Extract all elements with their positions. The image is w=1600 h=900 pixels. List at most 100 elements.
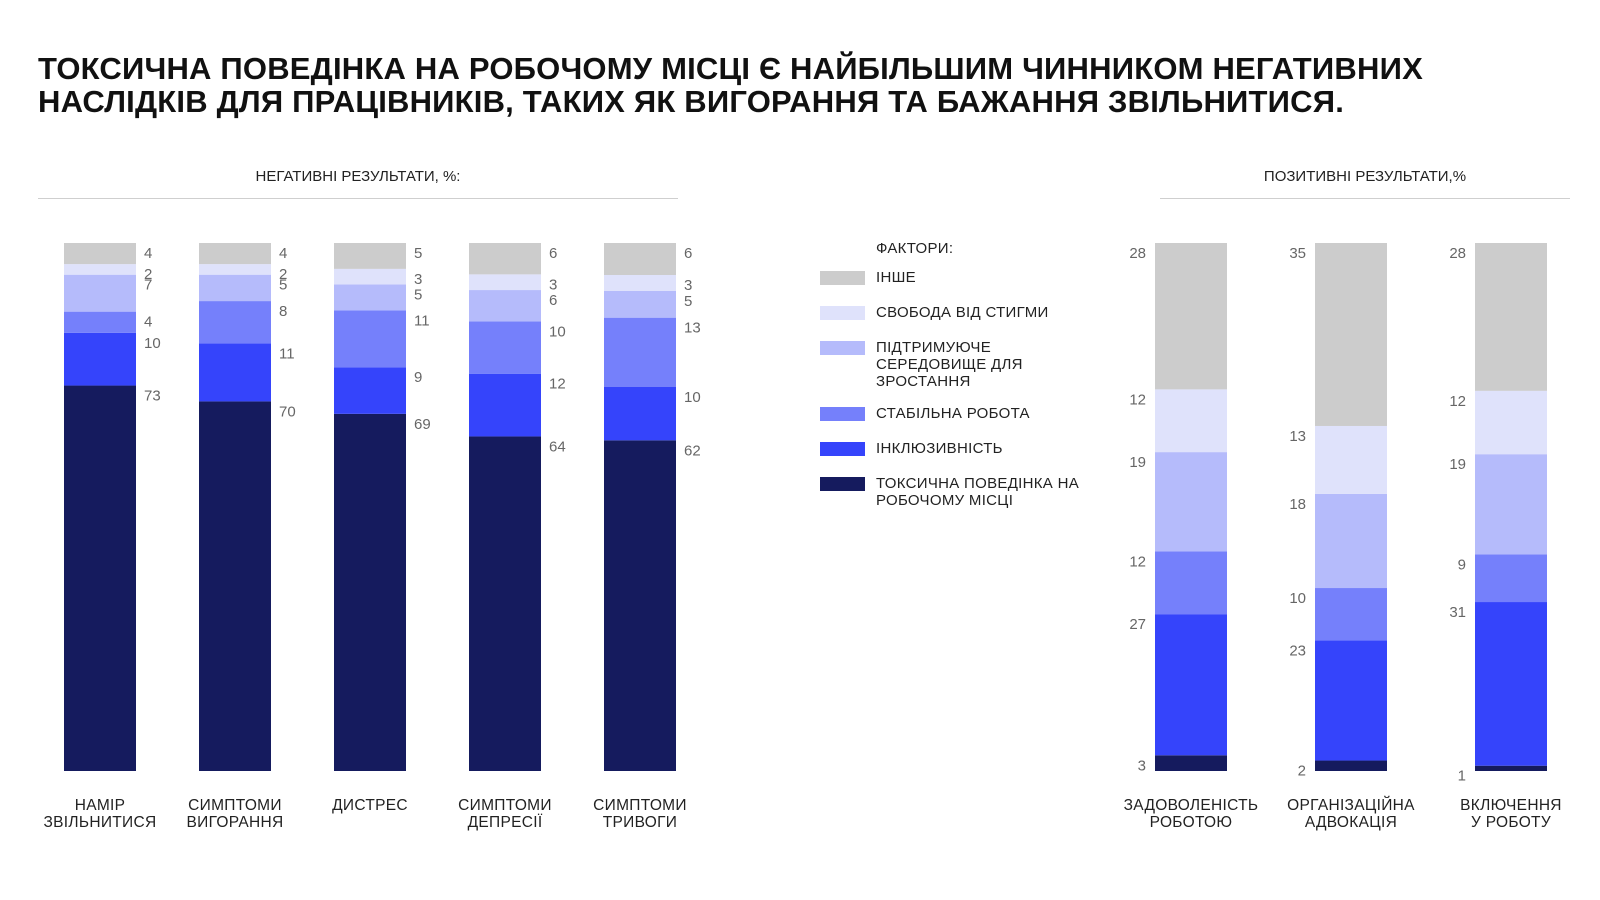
legend-item-stable-job: СТАБІЛЬНА РОБОТА — [820, 405, 1080, 425]
bar-segment — [334, 413, 406, 771]
bar-value-label: 28 — [1129, 245, 1146, 262]
category-label-line: ВИГОРАННЯ — [187, 814, 284, 831]
bar-segment — [199, 274, 271, 302]
legend-label-other: ІНШЕ — [876, 269, 916, 286]
legend-title: ФАКТОРИ: — [876, 240, 954, 257]
bar-segment — [334, 268, 406, 285]
bar-segment — [334, 284, 406, 311]
bar-value-label: 3 — [1138, 757, 1146, 774]
bar-segment — [1475, 554, 1547, 603]
bar-segment — [1475, 765, 1547, 771]
legend-item-supportive-environment: ПІДТРИМУЮЧЕ СЕРЕДОВИЩЕ ДЛЯ ЗРОСТАННЯ — [820, 339, 1080, 390]
bar-value-label: 8 — [279, 303, 287, 320]
bar-value-label: 3 — [549, 276, 557, 293]
category-label-line: АДВОКАЦІЯ — [1305, 814, 1397, 831]
bar-segment — [1475, 602, 1547, 766]
category-label: ЗАДОВОЛЕНІСТЬ РОБОТОЮ — [1124, 797, 1259, 831]
bar-value-label: 2 — [279, 266, 287, 283]
bar-segment — [199, 343, 271, 402]
category-label: НАМІР ЗВІЛЬНИТИСЯ — [44, 797, 157, 831]
bar-value-label: 64 — [549, 438, 566, 455]
legend-swatch-stable-job — [820, 407, 865, 421]
legend-item-freedom-from-stigma: СВОБОДА ВІД СТИГМИ — [820, 304, 1080, 324]
bar-value-label: 11 — [414, 312, 430, 329]
bar-segment — [64, 332, 136, 386]
bar-segment — [1155, 389, 1227, 453]
positive-results-divider — [1160, 198, 1570, 199]
page-title: ТОКСИЧНА ПОВЕДІНКА НА РОБОЧОМУ МІСЦІ Є Н… — [38, 51, 1423, 119]
bar-segment — [1155, 452, 1227, 552]
bar-value-label: 4 — [144, 314, 152, 331]
bar-value-label: 23 — [1289, 642, 1306, 659]
bar-value-label: 10 — [1289, 590, 1306, 607]
bar-value-label: 12 — [1449, 393, 1466, 410]
bar-segment — [469, 243, 541, 275]
bar-segment — [1155, 755, 1227, 771]
bar-segment — [64, 311, 136, 333]
legend-swatch-supportive-environment — [820, 341, 865, 355]
bar-value-label: 19 — [1449, 456, 1466, 473]
legend-label-stable-job: СТАБІЛЬНА РОБОТА — [876, 405, 1030, 422]
bar-value-label: 10 — [144, 335, 161, 352]
legend-label-toxic-behavior: ТОКСИЧНА ПОВЕДІНКА НА РОБОЧОМУ МІСЦІ — [876, 475, 1080, 509]
bar-value-label: 10 — [684, 389, 701, 406]
category-label-line: ВКЛЮЧЕННЯ — [1460, 797, 1562, 814]
bar-segment — [1475, 454, 1547, 555]
negative-results-heading: НЕГАТИВНІ РЕЗУЛЬТАТИ, %: — [255, 168, 461, 185]
bar-value-label: 6 — [549, 245, 557, 262]
bar-value-label: 9 — [414, 369, 422, 386]
legend: ФАКТОРИ: ІНШЕ СВОБОДА ВІД СТИГМИ ПІДТРИМ… — [820, 240, 1080, 524]
bar-value-label: 5 — [279, 277, 287, 294]
bar-value-label: 12 — [549, 376, 566, 393]
bar-value-label: 28 — [1449, 245, 1466, 262]
bar-value-label: 10 — [549, 323, 566, 340]
bar-segment — [199, 264, 271, 275]
legend-label-inclusiveness: ІНКЛЮЗИВНІСТЬ — [876, 440, 1003, 457]
bar-segment — [604, 291, 676, 318]
bar-value-label: 12 — [1129, 553, 1146, 570]
bar-segment — [604, 387, 676, 441]
bar-segment — [64, 264, 136, 275]
category-label-line: ЗВІЛЬНИТИСЯ — [44, 814, 157, 831]
legend-item-toxic-behavior: ТОКСИЧНА ПОВЕДІНКА НА РОБОЧОМУ МІСЦІ — [820, 475, 1080, 509]
bar-value-label: 62 — [684, 442, 701, 459]
bar-segment — [469, 274, 541, 291]
bar-segment — [199, 401, 271, 771]
legend-swatch-toxic-behavior — [820, 477, 865, 491]
legend-swatch-inclusiveness — [820, 442, 865, 456]
category-label-line: ТРИВОГИ — [603, 814, 677, 831]
bar-value-label: 27 — [1129, 616, 1146, 633]
category-label-line: СИМПТОМИ — [593, 797, 687, 814]
category-label: ОРГАНІЗАЦІЙНА АДВОКАЦІЯ — [1287, 796, 1415, 831]
category-label: ВКЛЮЧЕННЯ У РОБОТУ — [1460, 797, 1562, 831]
category-label-line: ДЕПРЕСІЇ — [468, 814, 543, 831]
category-label-line: ЗАДОВОЛЕНІСТЬ — [1124, 797, 1259, 814]
bar-value-label: 4 — [279, 245, 287, 262]
bar-value-label: 70 — [279, 403, 296, 420]
bar-segment — [1475, 243, 1547, 391]
category-label-line: НАМІР — [75, 797, 126, 814]
bar-segment — [469, 290, 541, 322]
bar-segment — [1155, 243, 1227, 390]
bar-segment — [604, 317, 676, 387]
bar-value-label: 5 — [684, 293, 692, 310]
bar-segment — [1315, 760, 1387, 771]
legend-label-supportive-environment: ПІДТРИМУЮЧЕ СЕРЕДОВИЩЕ ДЛЯ ЗРОСТАННЯ — [876, 339, 1023, 390]
bar-value-label: 31 — [1449, 604, 1466, 621]
bar-segment — [1155, 551, 1227, 615]
bar-value-label: 6 — [684, 245, 692, 262]
bar-value-label: 69 — [414, 416, 431, 433]
legend-item-inclusiveness: ІНКЛЮЗИВНІСТЬ — [820, 440, 1080, 460]
bar-segment — [64, 274, 136, 312]
bar-value-label: 2 — [1298, 763, 1306, 780]
legend-swatch-other — [820, 271, 865, 285]
bar-segment — [64, 385, 136, 771]
negative-results-divider — [38, 198, 678, 199]
bar-segment — [1155, 614, 1227, 756]
category-label: СИМПТОМИ ТРИВОГИ — [593, 797, 687, 831]
bar-value-label: 9 — [1458, 557, 1466, 574]
bar-segment — [604, 275, 676, 291]
bar-segment — [1315, 243, 1387, 426]
bar-value-label: 7 — [144, 277, 152, 294]
